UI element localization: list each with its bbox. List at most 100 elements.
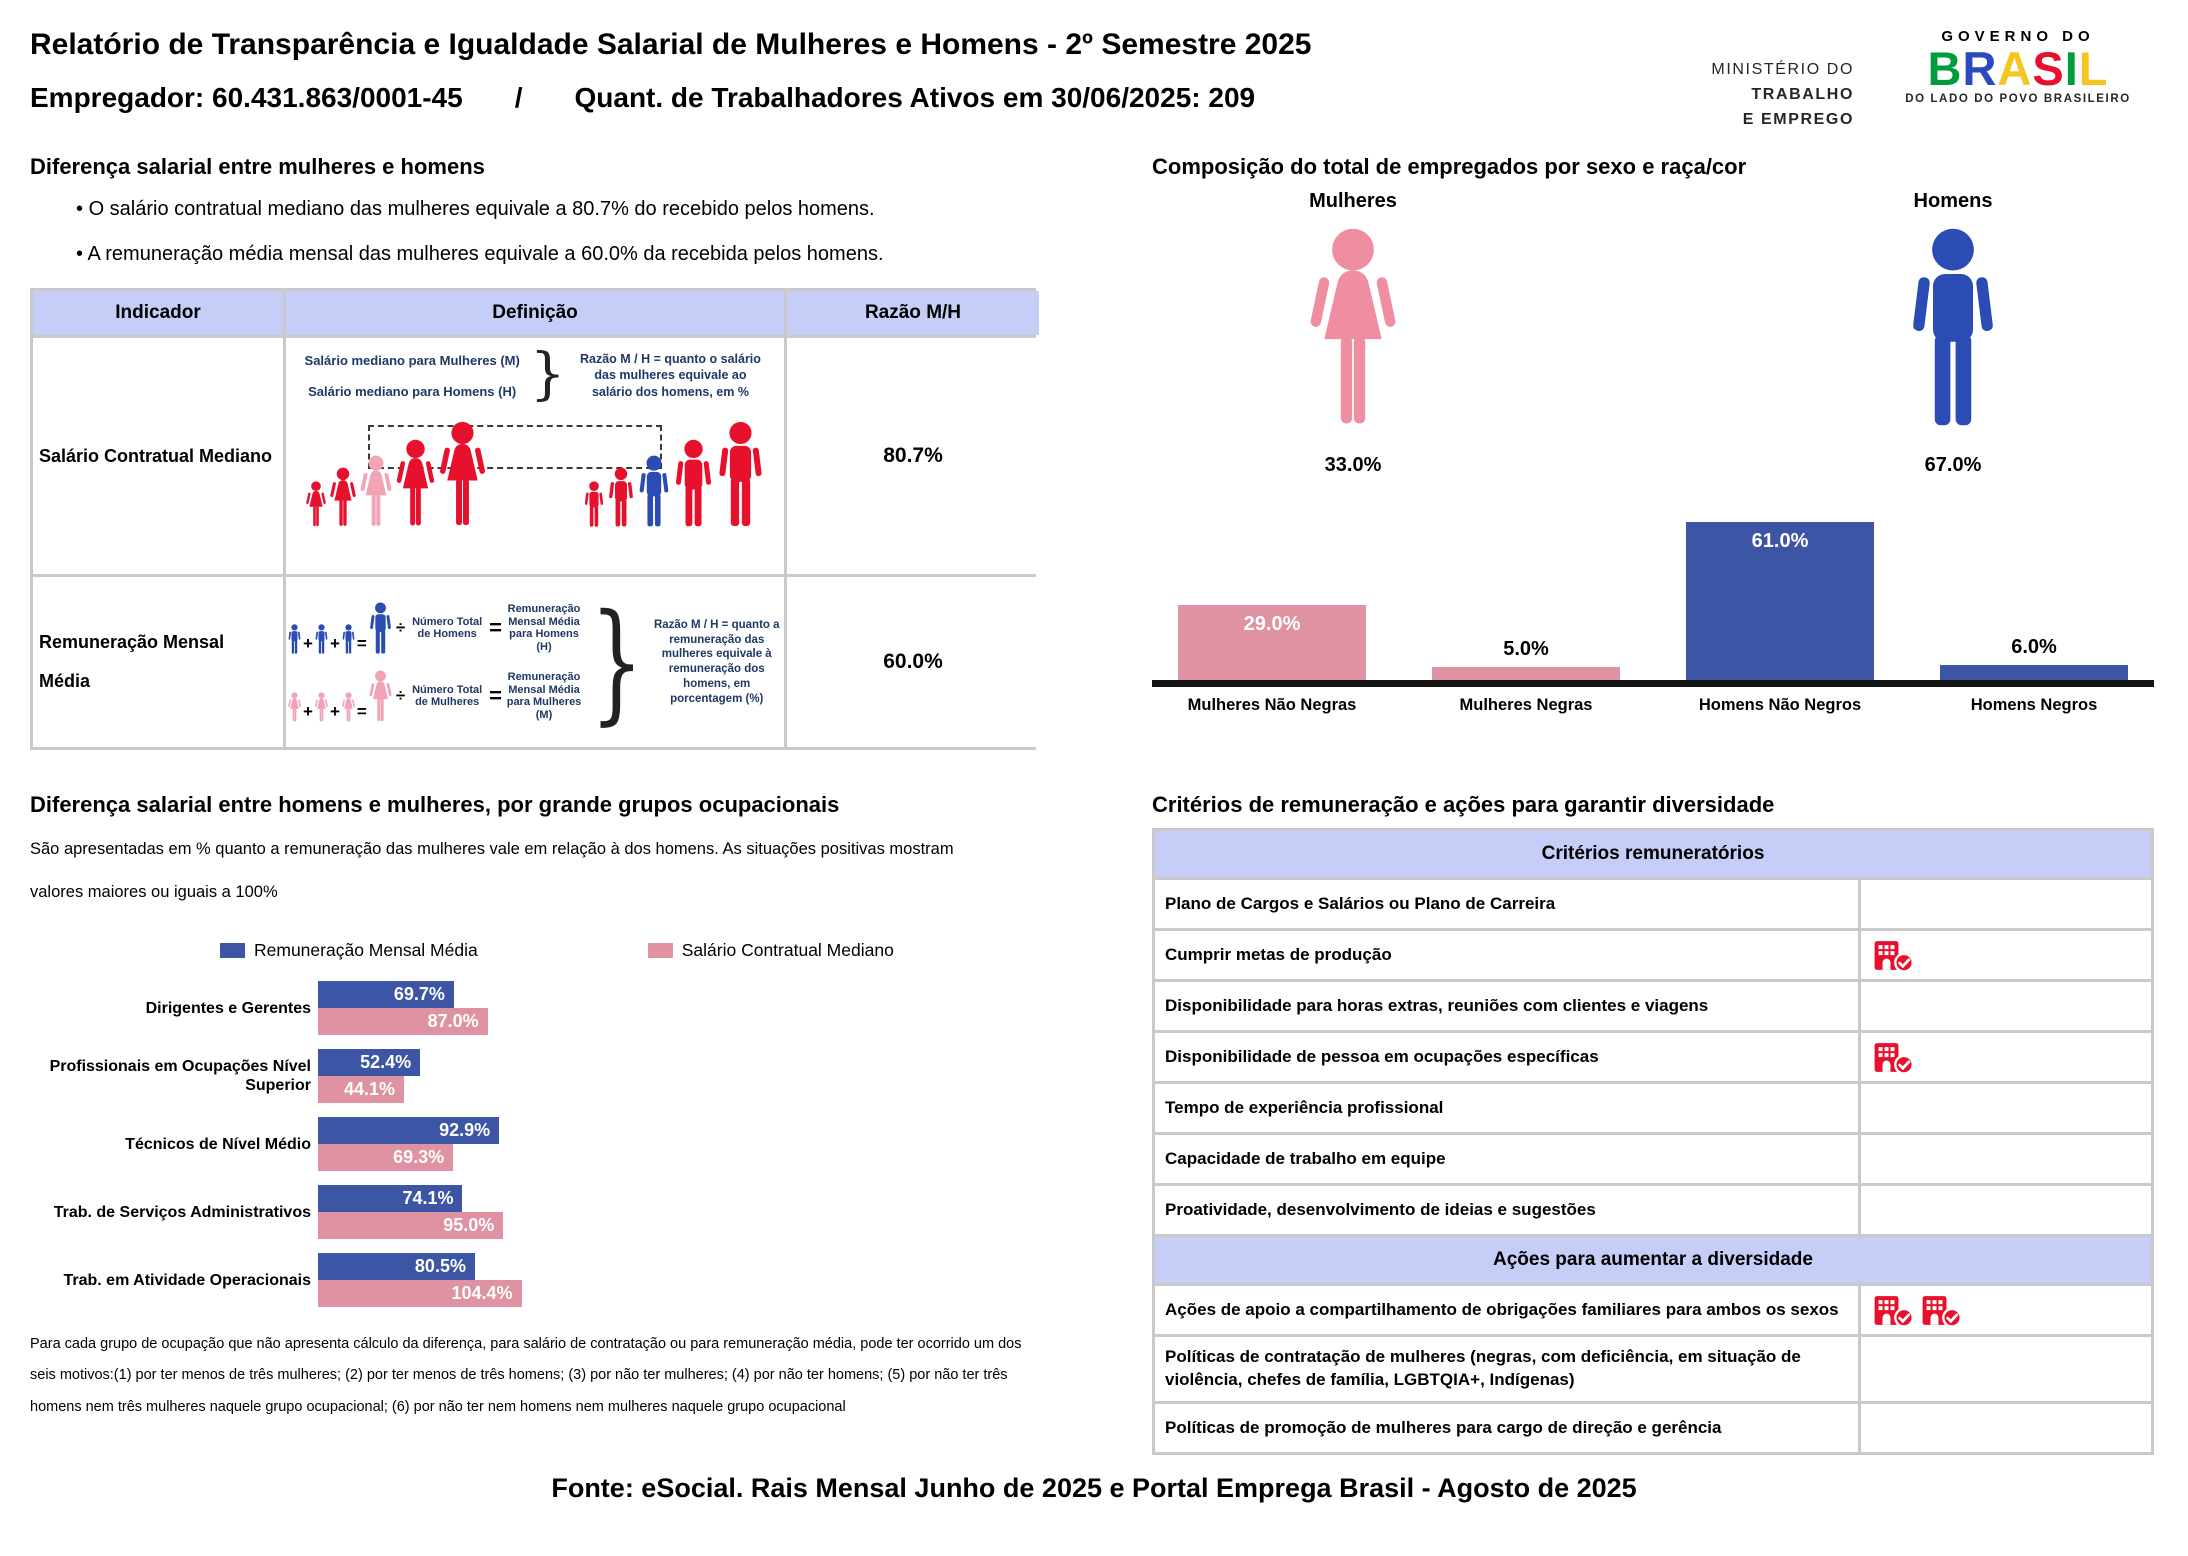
result-label: Remuneração Mensal Média para Mulheres (…: [506, 671, 582, 722]
bullet-item: A remuneração média mensal das mulheres …: [76, 243, 1062, 266]
women-formula-row: + + = ÷ Número Total de Mulheres = Remuner…: [288, 670, 582, 722]
female-figure-icon: [342, 692, 355, 722]
bar-value-label: 69.7%: [393, 984, 445, 1005]
composition-bar-column: 61.0%: [1686, 521, 1874, 681]
composition-category-label: Mulheres Não Negras: [1187, 696, 1357, 715]
composition-category-label: Mulheres Negras: [1459, 696, 1593, 715]
criteria-label: Ações de apoio a compartilhamento de obr…: [1155, 1286, 1858, 1335]
criteria-section-header: Critérios remuneratórios: [1155, 831, 2151, 878]
criteria-label: Disponibilidade de pessoa em ocupações e…: [1155, 1033, 1858, 1082]
bar-value-label: 104.4%: [451, 1283, 513, 1304]
composition-bar-value: 6.0%: [2011, 635, 2057, 658]
female-figure-icon: [330, 467, 356, 527]
composition-bar-column: 29.0%: [1178, 605, 1366, 681]
source-footer: Fonte: eSocial. Rais Mensal Junho de 202…: [551, 1473, 1637, 1504]
legend-item: Salário Contratual Mediano: [647, 940, 894, 961]
occupational-bar-chart: Dirigentes e Gerentes 69.7% 87.0% Profissio…: [30, 981, 1062, 1308]
column-header: Razão M/H: [787, 291, 1039, 336]
ministry-line: E EMPREGO: [1742, 110, 1854, 128]
criteria-check-cell: [1861, 1286, 2151, 1335]
gov-logo-slogan: DO LADO DO POVO BRASILEIRO: [1905, 92, 2131, 105]
page-title: Relatório de Transparência e Igualdade S…: [30, 28, 1312, 61]
men-block: Homens 67.0%: [1813, 190, 2093, 477]
men-label: Homens: [1913, 190, 1993, 213]
plus-operator: +: [303, 702, 313, 722]
criteria-section: Critérios de remuneração e ações para ga…: [1152, 776, 2154, 1456]
criteria-section-header: Ações para aumentar a diversidade: [1155, 1237, 2151, 1284]
brasil-letter: R: [1962, 42, 1998, 95]
blue-legend-swatch: [220, 943, 245, 959]
occupation-bars: 74.1% 95.0%: [318, 1185, 504, 1240]
woman-icon: [1309, 227, 1397, 427]
brasil-letter: I: [2064, 42, 2079, 95]
occupation-label: Trab. em Atividade Operacionais: [63, 1271, 312, 1289]
employer-id: Empregador: 60.431.863/0001-45: [30, 82, 463, 113]
people-pictogram-row: [292, 409, 778, 527]
male-figure-icon: [674, 439, 713, 527]
criteria-check-cell: [1861, 931, 2151, 980]
brasil-wordmark: BRASIL: [1888, 45, 2148, 93]
brasil-letter: L: [2078, 42, 2109, 95]
male-figure-icon: [342, 624, 355, 654]
separator: /: [514, 82, 523, 113]
criteria-check-cell: [1861, 1084, 2151, 1133]
occupation-label: Profissionais em Ocupações Nível Superio…: [49, 1057, 311, 1095]
ministry-line: MINISTÉRIO DO: [1711, 61, 1854, 78]
composition-bar: [1432, 667, 1620, 681]
brasil-letter: A: [1997, 42, 2033, 95]
composition-section: Composição do total de empregados por se…: [1152, 138, 2154, 715]
men-formula-row: + + = ÷ Número Total de Homens = Remuneraç…: [288, 602, 582, 654]
men-figures: + + =: [288, 602, 392, 654]
legend-label: Remuneração Mensal Média: [254, 940, 478, 961]
plus-operator: +: [329, 634, 340, 654]
ratio-value: 60.0%: [787, 577, 1039, 748]
composition-category-label: Homens Não Negros: [1698, 696, 1862, 715]
median-salary-bar: 87.0%: [318, 1008, 488, 1036]
female-figure-icon: [396, 439, 435, 527]
avg-remuneration-bar: 69.7%: [318, 981, 454, 1009]
median-salary-bar: 104.4%: [318, 1280, 522, 1308]
criteria-check-cell: [1861, 1337, 2151, 1402]
composition-bar-column: 6.0%: [1940, 636, 2128, 681]
report-header: Relatório de Transparência e Igualdade S…: [0, 0, 2188, 138]
male-figure-icon: [638, 455, 670, 527]
occupational-gap-section: Diferença salarial entre homens e mulher…: [30, 776, 1062, 1422]
avg-remuneration-bar: 74.1%: [318, 1185, 463, 1213]
median-connector-dashed-box: [368, 424, 662, 469]
composition-bar-value: 61.0%: [1751, 529, 1809, 552]
composition-bar: [1940, 664, 2128, 681]
female-figure-icon: [360, 455, 392, 527]
criteria-check-cell: [1861, 1186, 2151, 1235]
section-title: Diferença salarial entre homens e mulher…: [30, 792, 840, 818]
male-figure-icon: [584, 481, 604, 527]
occupation-label: Trab. de Serviços Administrativos: [53, 1203, 311, 1221]
criteria-check-cell: [1861, 1033, 2151, 1082]
occupation-group: Trab. de Serviços Administrativos 74.1% 95…: [30, 1185, 1062, 1240]
criteria-label: Proatividade, desenvolvimento de ideias …: [1155, 1186, 1858, 1235]
result-label: Remuneração Mensal Média para Homens (H): [507, 603, 581, 654]
formula-lines: + + = ÷ Número Total de Homens = Remuneraç…: [288, 602, 582, 722]
plus-operator: =: [356, 634, 367, 654]
median-salary-bar: 44.1%: [318, 1076, 404, 1104]
ministry-logo: MINISTÉRIO DO TRABALHO E EMPREGO: [1711, 28, 1854, 132]
governo-do-brasil-logo: GOVERNO DO BRASIL DO LADO DO POVO BRASIL…: [1888, 28, 2148, 105]
chart-footnote: Para cada grupo de ocupação que não apre…: [30, 1336, 1022, 1415]
median-salary-definition-graphic: Salário mediano para Mulheres (M) Salári…: [286, 338, 784, 575]
sex-icons-row: Mulheres 33.0% Homens 67.0%: [1152, 190, 2154, 477]
female-figure-icon: [315, 692, 328, 722]
composition-category-labels: Mulheres Não Negras Mulheres Negras Homens…: [1152, 696, 2154, 715]
occupation-bars: 52.4% 44.1%: [318, 1049, 421, 1104]
brace-glyph: }: [590, 585, 644, 738]
bar-value-label: 52.4%: [360, 1052, 412, 1073]
occupation-group: Técnicos de Nível Médio 92.9% 69.3%: [30, 1117, 1062, 1172]
criteria-check-cell: [1861, 880, 2151, 929]
occupation-bars: 69.7% 87.0%: [318, 981, 488, 1036]
male-figure-icon: [369, 602, 392, 654]
man-icon: [1909, 227, 1997, 427]
criteria-label: Disponibilidade para horas extras, reuni…: [1155, 982, 1858, 1031]
logos: MINISTÉRIO DO TRABALHO E EMPREGO GOVERNO…: [1711, 28, 2148, 132]
male-figure-icon: [288, 624, 301, 654]
divide-operator: ÷: [395, 618, 406, 638]
composition-bar-column: 5.0%: [1432, 638, 1620, 681]
